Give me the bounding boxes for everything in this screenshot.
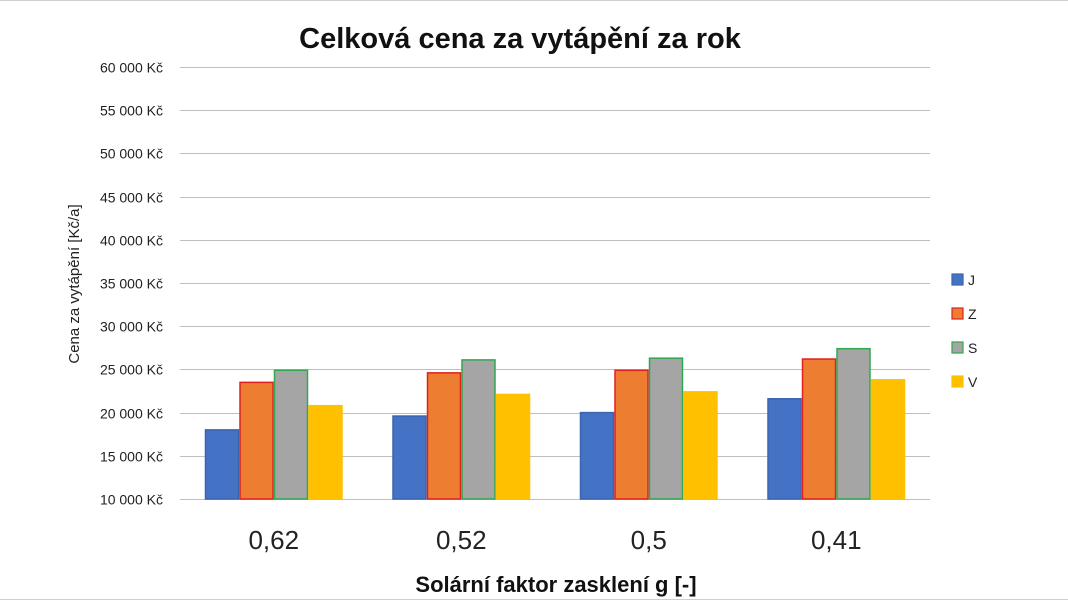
legend-swatch-v [951,375,964,388]
x-tick-label: 0,62 [248,525,299,555]
bar-j-1 [392,415,427,500]
y-tick-label: 45 000 Kč [100,190,163,206]
x-axis-title: Solární faktor zasklení g [-] [415,572,696,597]
bar-s-3 [836,347,871,500]
bar-v-3 [870,379,906,500]
y-tick-label: 40 000 Kč [100,233,163,249]
legend-swatch-s [951,341,964,354]
y-axis-ticks: 10 000 Kč 15 000 Kč 20 000 Kč 25 000 Kč 30 0… [100,60,163,508]
y-tick-label: 30 000 Kč [100,319,163,335]
bar-z-1 [426,372,462,500]
bar-z-3 [801,358,837,500]
x-tick-label: 0,41 [811,525,862,555]
y-tick-label: 15 000 Kč [100,449,163,465]
legend-label-v: V [968,374,978,390]
bar-s-1 [461,359,496,500]
legend-label-s: S [968,340,977,356]
y-tick-label: 10 000 Kč [100,492,163,508]
legend-label-z: Z [968,306,977,322]
chart-title: Celková cena za vytápění za rok [299,23,742,55]
y-tick-label: 35 000 Kč [100,276,163,292]
bars [204,347,906,500]
x-axis-ticks: 0,62 0,52 0,5 0,41 [248,525,861,555]
y-tick-label: 25 000 Kč [100,362,163,378]
legend-swatch-j [951,273,964,286]
legend: J Z S V [951,272,978,390]
bar-v-1 [495,393,531,500]
bar-j-0 [204,429,240,500]
bar-z-2 [614,369,649,500]
bar-v-2 [683,391,718,500]
y-tick-label: 20 000 Kč [100,406,163,422]
legend-label-j: J [968,272,975,288]
x-tick-label: 0,5 [631,525,667,555]
bar-j-2 [579,411,615,500]
top-border [0,0,1068,1]
bar-s-0 [273,369,309,500]
bottom-border [0,599,1068,600]
x-tick-label: 0,52 [436,525,487,555]
bar-j-3 [767,398,802,500]
y-tick-label: 50 000 Kč [100,146,163,162]
y-tick-label: 60 000 Kč [100,60,163,76]
y-axis-title: Cena za vytápění [Kč/a] [66,204,83,363]
bar-v-0 [308,404,343,500]
legend-swatch-z [951,307,964,320]
bar-s-2 [648,357,684,500]
y-tick-label: 55 000 Kč [100,103,163,119]
bar-z-0 [239,381,274,500]
